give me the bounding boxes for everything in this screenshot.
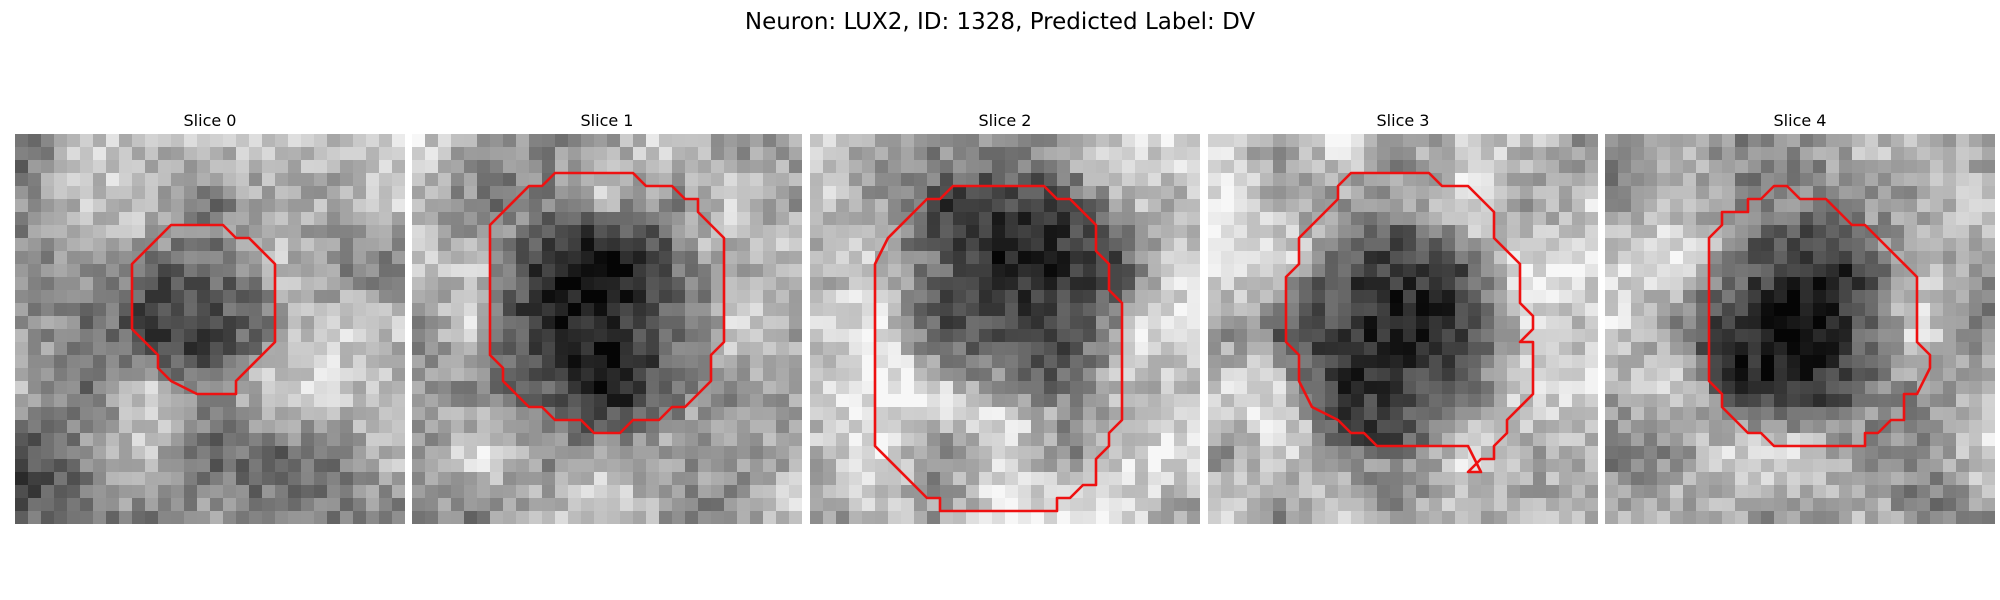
slice-panel-4: Slice 4: [1605, 108, 1995, 524]
pixel-grid: [1605, 134, 1995, 524]
slice-image-3: [1208, 134, 1598, 524]
pixel-grid: [15, 134, 405, 524]
slice-image-4: [1605, 134, 1995, 524]
slice-image-1: [412, 134, 802, 524]
figure-title: Neuron: LUX2, ID: 1328, Predicted Label:…: [744, 9, 1256, 35]
slice-image-0: [15, 134, 405, 524]
pixel-grid: [412, 134, 802, 524]
slice-title-2: Slice 2: [978, 111, 1032, 130]
neuron-contour-3: [1284, 171, 1535, 474]
slice-title-4: Slice 4: [1773, 111, 1827, 130]
neuron-contour-0: [130, 223, 277, 396]
slice-image-2: [810, 134, 1200, 524]
slice-title-0: Slice 0: [183, 111, 237, 130]
slice-title-1: Slice 1: [580, 111, 634, 130]
slice-title-3: Slice 3: [1376, 111, 1430, 130]
neuron-contour-1: [488, 171, 726, 435]
slice-panel-3: Slice 3: [1208, 108, 1598, 524]
slice-panel-0: Slice 0: [15, 108, 405, 524]
neuron-contour-2: [873, 184, 1124, 513]
slice-panel-2: Slice 2: [810, 108, 1200, 524]
pixel-grid: [810, 134, 1200, 524]
pixel-grid: [1208, 134, 1598, 524]
slice-panel-1: Slice 1: [412, 108, 802, 524]
neuron-contour-4: [1707, 184, 1932, 448]
